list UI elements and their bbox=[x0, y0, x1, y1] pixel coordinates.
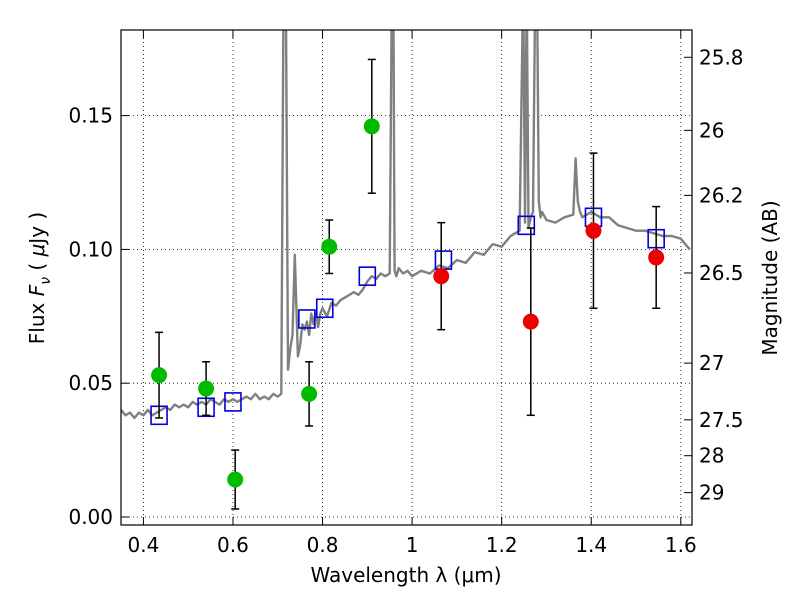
data-point bbox=[433, 268, 450, 285]
x-tick-label: 1.4 bbox=[575, 533, 607, 557]
grid-lines bbox=[121, 30, 692, 525]
y-tick-label: 0.15 bbox=[68, 104, 113, 128]
y2-tick-label: 28 bbox=[699, 444, 724, 468]
plot-data bbox=[121, 30, 691, 510]
y-tick-label: 0.10 bbox=[68, 237, 113, 261]
model-square-marker bbox=[224, 392, 242, 412]
data-point bbox=[151, 367, 168, 384]
data-point bbox=[363, 118, 380, 135]
x-tick-label: 0.4 bbox=[127, 533, 159, 557]
plot-frame bbox=[120, 29, 693, 526]
data-point bbox=[585, 222, 602, 239]
model-square-marker bbox=[315, 298, 334, 319]
x-tick-label: 1.6 bbox=[665, 533, 697, 557]
y2-tick-label: 26.2 bbox=[699, 183, 744, 207]
y2-tick-label: 27 bbox=[699, 351, 724, 375]
x-axis-title: Wavelength λ (μm) bbox=[310, 563, 501, 587]
axis-ticks bbox=[121, 30, 692, 525]
x-tick-label: 1 bbox=[406, 533, 419, 557]
tick-labels: 0.4 0.6 0.8 1 1.2 1.4 1.6 0.00 0.05 0.10 0.15 25.8 2… bbox=[68, 45, 743, 557]
data-point bbox=[522, 313, 539, 330]
data-point bbox=[227, 471, 244, 488]
data-point bbox=[321, 238, 338, 255]
y-axis-title: Flux Fν ( μJy ) bbox=[25, 212, 54, 344]
y2-tick-label: 25.8 bbox=[699, 45, 744, 69]
model-square-marker bbox=[358, 266, 377, 286]
y2-tick-label: 26 bbox=[699, 118, 724, 142]
spectrum-line bbox=[121, 30, 691, 420]
data-point bbox=[648, 249, 665, 266]
x-tick-label: 1.2 bbox=[486, 533, 518, 557]
x-tick-label: 0.8 bbox=[307, 533, 339, 557]
y2-axis-title: Magnitude (AB) bbox=[758, 200, 782, 355]
data-point bbox=[301, 385, 318, 402]
x-tick-label: 0.6 bbox=[217, 533, 249, 557]
y2-tick-label: 26.5 bbox=[699, 261, 744, 285]
model-square-marker bbox=[517, 215, 536, 236]
y-tick-label: 0.00 bbox=[68, 505, 113, 529]
y-tick-label: 0.05 bbox=[68, 371, 113, 395]
model-square-marker bbox=[298, 309, 316, 329]
y2-tick-label: 29 bbox=[699, 481, 724, 505]
y2-tick-label: 27.5 bbox=[699, 408, 744, 432]
data-point bbox=[198, 380, 215, 397]
